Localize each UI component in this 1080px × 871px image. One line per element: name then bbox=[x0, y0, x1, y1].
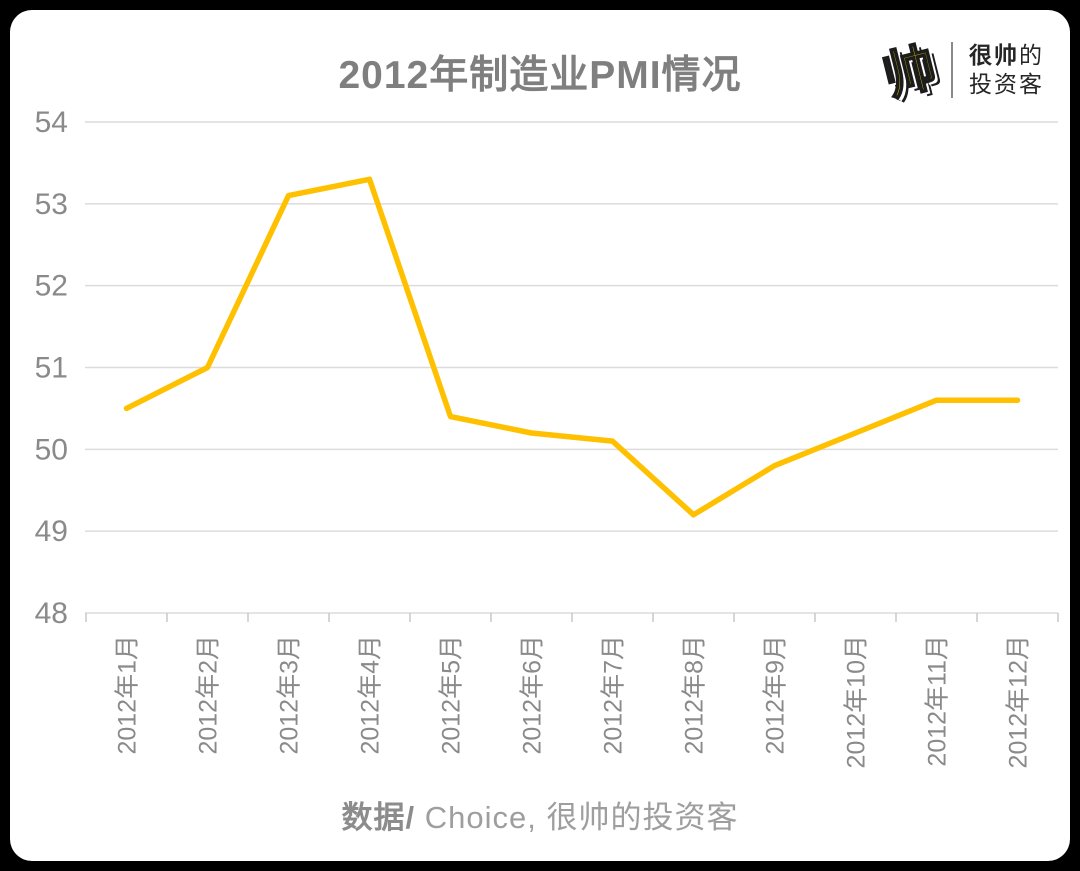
x-axis-tick-label: 2012年8月 bbox=[681, 635, 709, 755]
x-axis-tick-label: 2012年1月 bbox=[114, 635, 142, 755]
chart-card: 48 49 50 51 52 53 54 2012年1月 2012年2月 2012年3月 2012年… bbox=[10, 10, 1070, 861]
y-axis-tick-label: 54 bbox=[35, 106, 68, 139]
brand-name-line2: 投资客 bbox=[969, 70, 1044, 97]
brand-logo: 帅 很帅的 投资客 bbox=[868, 32, 1044, 109]
x-axis-tick-label: 2012年10月 bbox=[843, 635, 871, 768]
x-axis-tick-label: 2012年9月 bbox=[762, 635, 790, 755]
brand-name-line1-bold: 很帅 bbox=[969, 41, 1019, 68]
y-axis-tick-label: 53 bbox=[35, 188, 68, 221]
brand-divider bbox=[951, 41, 953, 98]
brand-glyph-icon: 帅 bbox=[876, 36, 943, 109]
x-axis-tick-label: 2012年5月 bbox=[438, 635, 466, 755]
x-axis-tick-label: 2012年6月 bbox=[519, 635, 547, 755]
data-source-text: Choice, 很帅的投资客 bbox=[415, 800, 739, 835]
y-axis-tick-label: 52 bbox=[35, 270, 68, 303]
brand-name-line1-rest: 的 bbox=[1019, 41, 1044, 68]
brand-name: 很帅的 投资客 bbox=[969, 41, 1044, 98]
y-axis-tick-label: 50 bbox=[35, 433, 68, 466]
x-axis-tick-label: 2012年7月 bbox=[600, 635, 628, 755]
y-axis-tick-label: 49 bbox=[35, 515, 68, 548]
x-axis-tick-label: 2012年12月 bbox=[1005, 635, 1033, 768]
page-title: 2012年制造业PMI情况 bbox=[338, 54, 742, 97]
pmi-line-chart: 48 49 50 51 52 53 54 2012年1月 2012年2月 2012年3月 2012年… bbox=[35, 106, 1059, 768]
x-axis-tick-label: 2012年3月 bbox=[276, 635, 304, 755]
x-axis-tick-label: 2012年2月 bbox=[195, 635, 223, 755]
x-axis-tick-label: 2012年4月 bbox=[357, 635, 385, 755]
y-axis-tick-label: 51 bbox=[35, 352, 68, 385]
data-source-prefix: 数据/ bbox=[341, 800, 416, 835]
x-axis-tick-label: 2012年11月 bbox=[924, 635, 952, 767]
y-axis-tick-label: 48 bbox=[35, 597, 68, 630]
pmi-line-series bbox=[123, 176, 1021, 518]
data-source-note: 数据/ Choice, 很帅的投资客 bbox=[10, 792, 1070, 837]
